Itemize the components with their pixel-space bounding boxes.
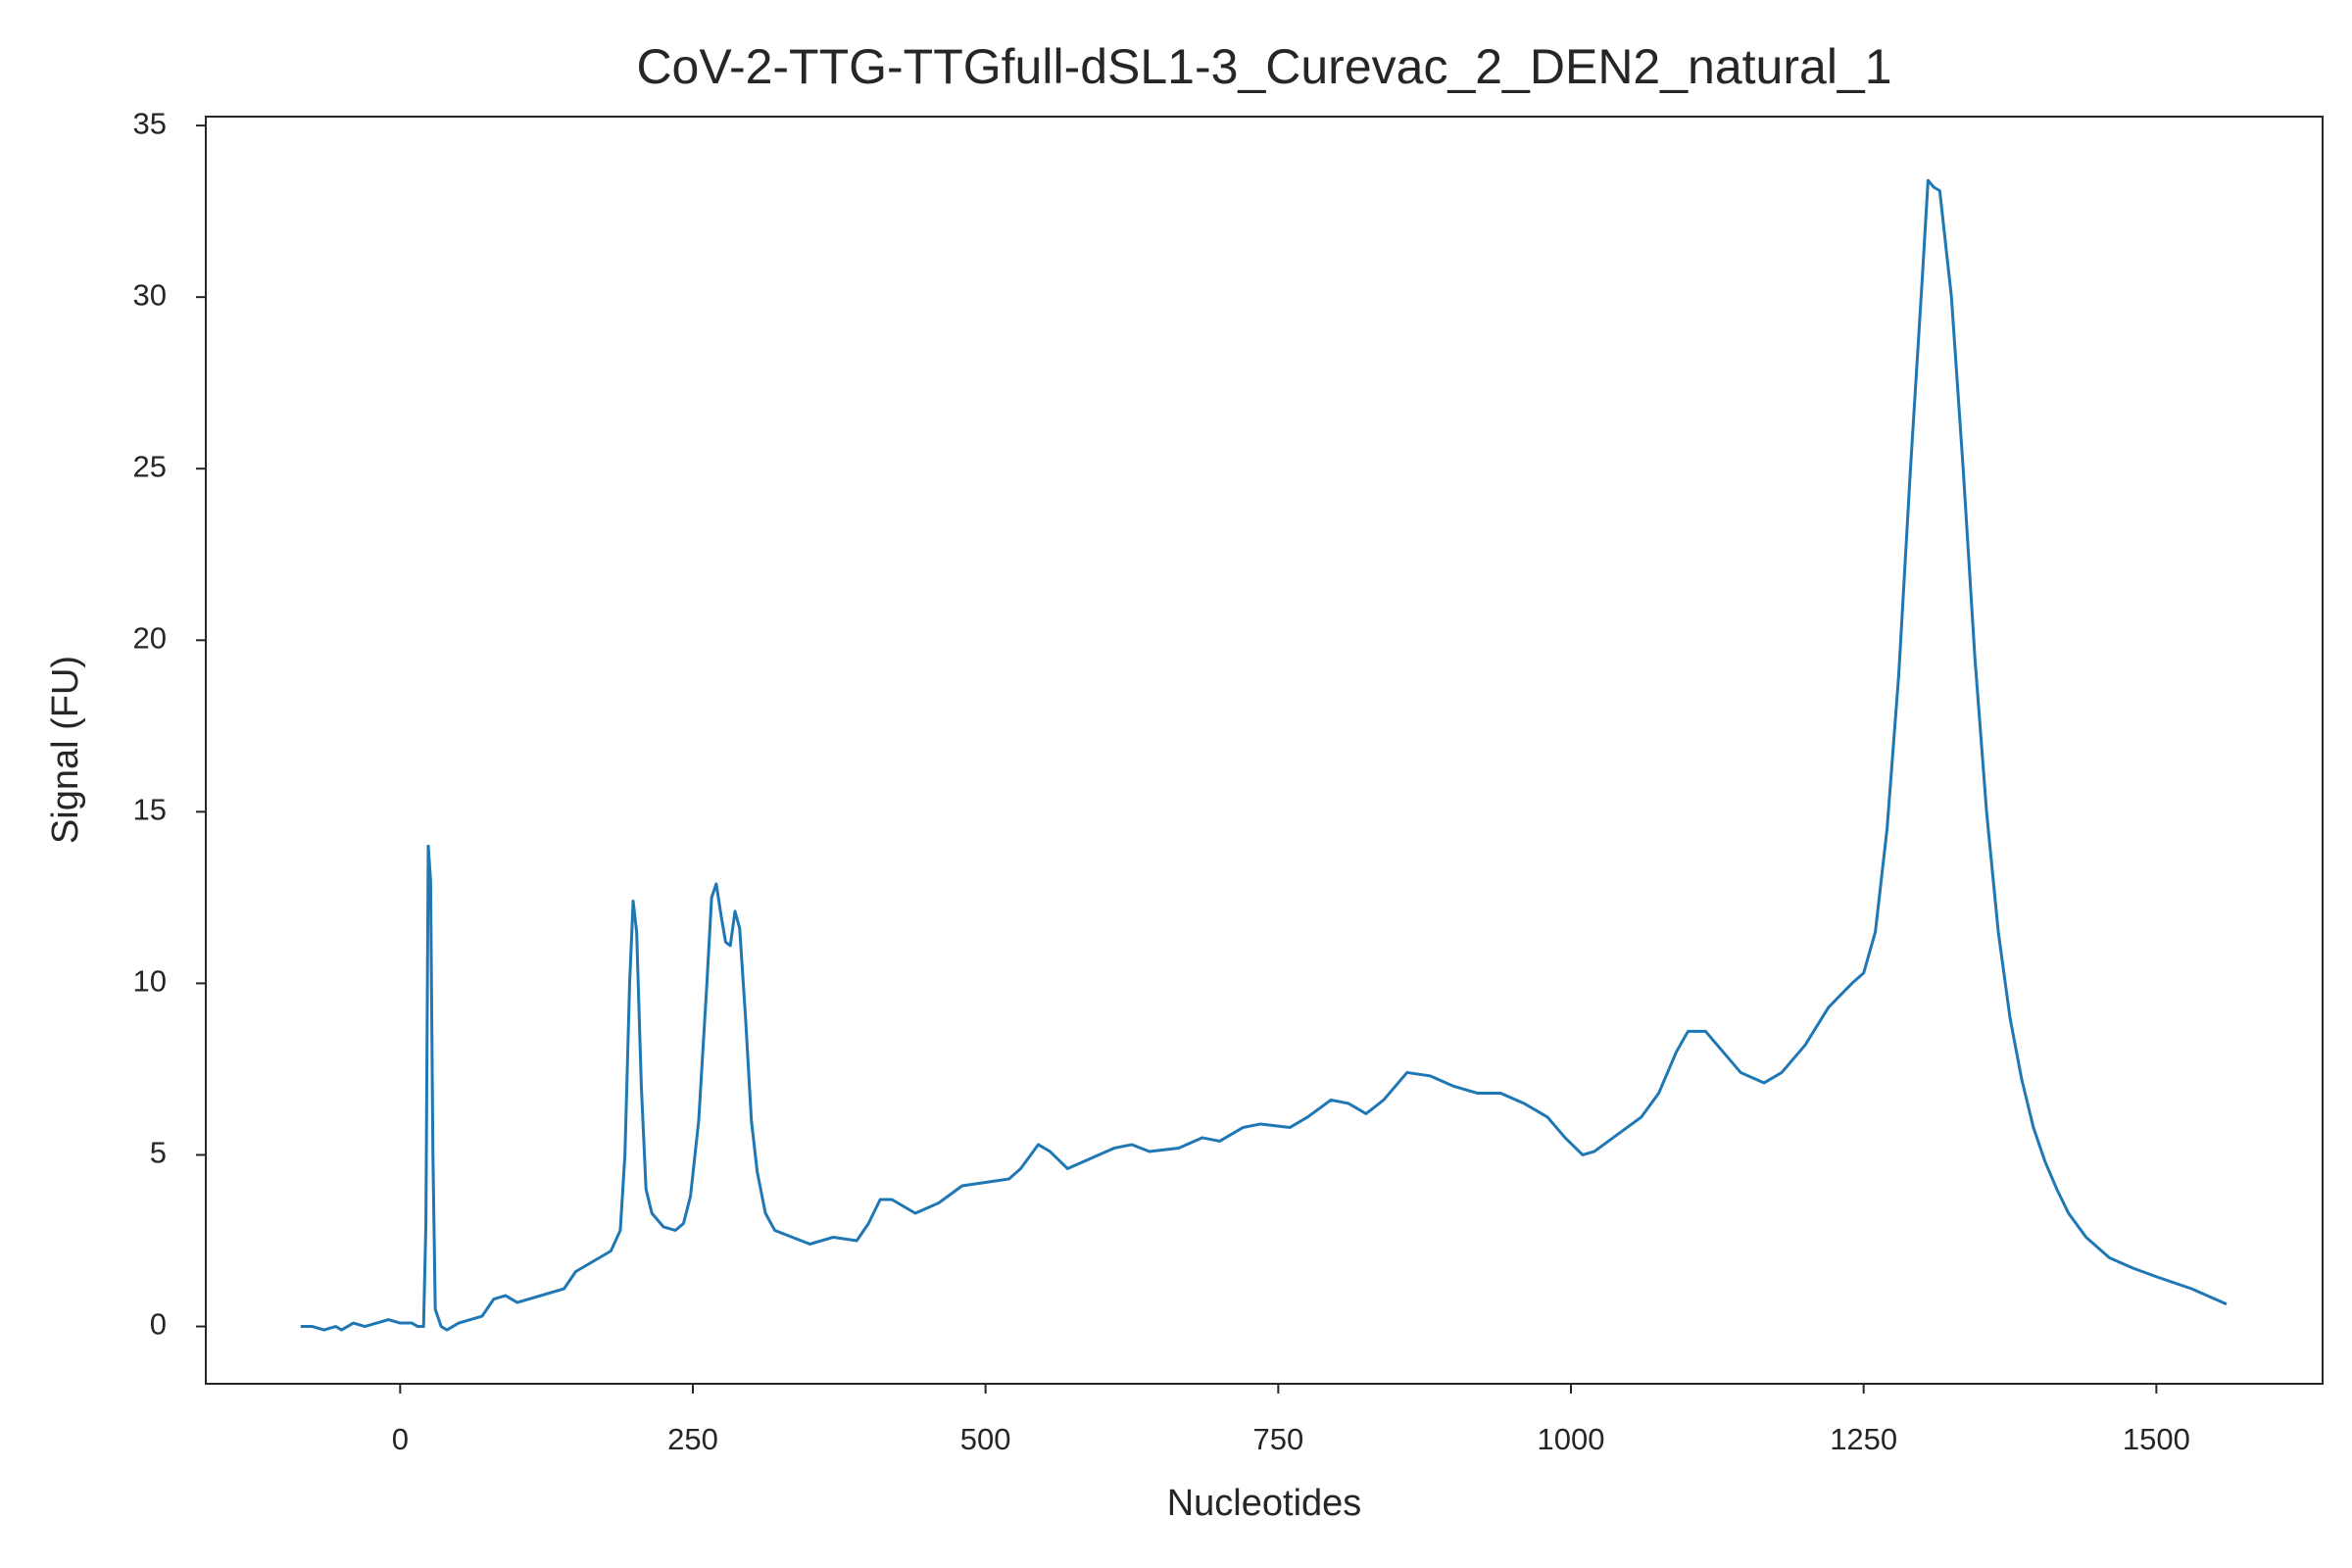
y-tick-label: 0 [150,1307,167,1342]
chart-title: CoV-2-TTG-TTGfull-dSL1-3_Curevac_2_DEN2_… [636,39,1891,94]
axes-frame [205,116,2324,1385]
data-line [300,178,2228,1332]
y-axis-label: Signal (FU) [45,656,86,844]
y-tick-label: 25 [133,449,167,483]
x-tick-label: 750 [1252,1422,1303,1456]
x-tick-label: 250 [667,1422,718,1456]
y-tick-label: 15 [133,793,167,827]
y-tick-label: 35 [133,106,167,140]
y-tick-label: 20 [133,620,167,655]
x-tick-label: 500 [960,1422,1011,1456]
x-tick-label: 0 [392,1422,409,1456]
y-tick-label: 30 [133,277,167,312]
y-tick-label: 5 [150,1136,167,1170]
y-tick-label: 10 [133,964,167,999]
x-tick-label: 1500 [2123,1422,2190,1456]
x-tick-label: 1000 [1538,1422,1605,1456]
x-axis-label: Nucleotides [1167,1483,1362,1524]
x-tick-label: 1250 [1830,1422,1897,1456]
